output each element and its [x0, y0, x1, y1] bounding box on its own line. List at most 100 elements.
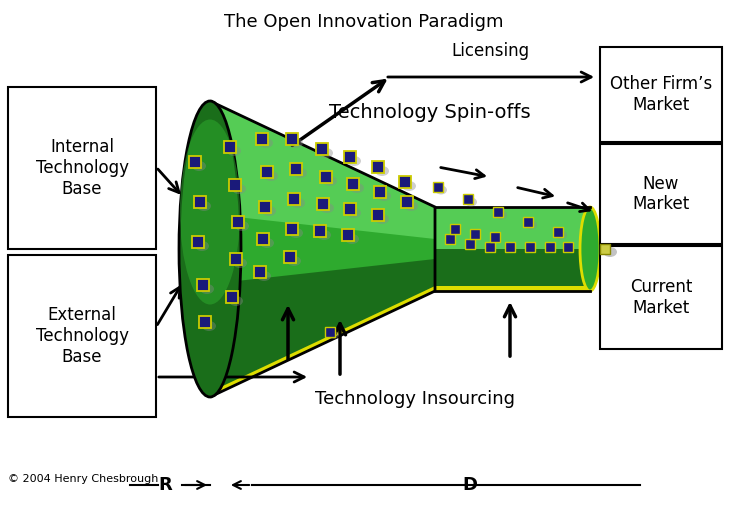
Text: D: D — [462, 476, 477, 494]
Bar — [316, 143, 328, 155]
Bar — [286, 223, 298, 235]
Bar — [197, 279, 209, 291]
Bar — [290, 163, 302, 175]
Ellipse shape — [264, 171, 278, 181]
Polygon shape — [210, 286, 435, 397]
Bar — [374, 186, 386, 198]
Text: The Open Innovation Paradigm: The Open Innovation Paradigm — [225, 13, 504, 31]
Bar — [470, 229, 480, 239]
Bar — [490, 232, 500, 242]
Bar — [342, 229, 354, 241]
Bar — [344, 203, 356, 215]
Ellipse shape — [465, 198, 477, 206]
Bar — [230, 253, 242, 265]
Bar — [435, 207, 590, 291]
Text: External
Technology
Base: External Technology Base — [36, 306, 128, 366]
Bar — [189, 156, 201, 168]
Ellipse shape — [235, 221, 249, 231]
Bar — [545, 242, 555, 252]
Bar — [224, 141, 236, 153]
Bar — [600, 244, 610, 254]
Bar — [523, 217, 533, 227]
Bar — [194, 196, 206, 208]
Ellipse shape — [180, 120, 240, 305]
Bar — [563, 242, 573, 252]
Bar — [8, 87, 156, 249]
Bar — [372, 161, 384, 173]
Bar — [284, 251, 296, 263]
Bar — [347, 178, 359, 190]
Bar — [325, 327, 335, 337]
Bar — [8, 255, 156, 417]
Ellipse shape — [603, 247, 617, 257]
Ellipse shape — [232, 184, 246, 194]
Bar — [505, 242, 515, 252]
Ellipse shape — [291, 198, 305, 208]
Text: Technology Insourcing: Technology Insourcing — [315, 390, 515, 408]
Ellipse shape — [227, 146, 241, 156]
Bar — [493, 207, 503, 217]
Bar — [192, 236, 204, 248]
Ellipse shape — [287, 256, 301, 266]
Polygon shape — [210, 101, 435, 249]
Bar — [344, 151, 356, 163]
Bar — [199, 316, 211, 328]
Ellipse shape — [404, 201, 418, 211]
Bar — [485, 242, 495, 252]
Text: Internal
Technology
Base: Internal Technology Base — [36, 138, 128, 198]
Ellipse shape — [179, 101, 241, 397]
Ellipse shape — [202, 321, 216, 331]
Ellipse shape — [293, 168, 307, 178]
Ellipse shape — [229, 296, 243, 306]
Ellipse shape — [350, 183, 364, 193]
Bar — [399, 176, 411, 188]
Ellipse shape — [495, 210, 507, 220]
Bar — [525, 242, 535, 252]
Ellipse shape — [580, 207, 600, 291]
Bar — [317, 198, 329, 210]
Text: Licensing: Licensing — [451, 42, 529, 60]
Bar — [372, 209, 384, 221]
Bar — [600, 246, 722, 349]
Bar — [229, 179, 241, 191]
Text: Technology Spin-offs: Technology Spin-offs — [330, 102, 531, 122]
Ellipse shape — [200, 284, 214, 294]
Ellipse shape — [233, 258, 247, 268]
Ellipse shape — [377, 191, 391, 201]
Ellipse shape — [347, 156, 361, 166]
Ellipse shape — [197, 201, 211, 211]
Bar — [435, 207, 590, 249]
Bar — [256, 133, 268, 145]
Bar — [314, 225, 326, 237]
Bar — [320, 171, 332, 183]
Text: R: R — [158, 476, 172, 494]
Ellipse shape — [320, 203, 334, 213]
Bar — [445, 234, 455, 244]
Polygon shape — [210, 101, 435, 397]
Polygon shape — [210, 214, 435, 284]
Bar — [435, 286, 590, 291]
Bar — [465, 239, 475, 249]
Bar — [288, 193, 300, 205]
Ellipse shape — [347, 208, 361, 218]
Ellipse shape — [192, 161, 206, 171]
Bar — [261, 166, 273, 178]
Bar — [450, 224, 460, 234]
Ellipse shape — [323, 176, 337, 186]
Bar — [600, 47, 722, 142]
Ellipse shape — [257, 271, 271, 281]
Ellipse shape — [327, 331, 339, 339]
Ellipse shape — [262, 206, 276, 216]
Ellipse shape — [402, 181, 416, 191]
Text: Current
Market: Current Market — [630, 278, 693, 317]
Bar — [232, 216, 244, 228]
Ellipse shape — [289, 228, 303, 238]
Ellipse shape — [375, 214, 389, 224]
Ellipse shape — [525, 221, 537, 230]
Bar — [226, 291, 238, 303]
Bar — [254, 266, 266, 278]
Bar — [286, 133, 298, 145]
Ellipse shape — [435, 186, 447, 195]
Ellipse shape — [375, 166, 389, 176]
Bar — [600, 144, 722, 244]
